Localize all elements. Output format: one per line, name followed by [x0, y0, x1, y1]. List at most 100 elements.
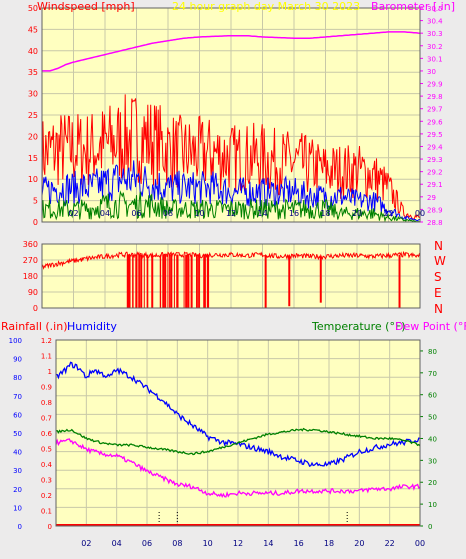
temp-x-tick-label: 00: [415, 539, 425, 548]
rainfall-axis-label: Rainfall (.in): [1, 320, 68, 333]
wind-average-line: [41, 160, 420, 222]
wind-low-line: [41, 190, 421, 223]
temp-ticks: 010203040506070809010000.10.20.30.40.50.…: [9, 337, 437, 548]
wind-series: [41, 31, 421, 223]
temp-plot-frame: [55, 339, 421, 527]
windspeed-tick-label: 20: [28, 132, 38, 141]
windspeed-tick-label: 40: [28, 47, 38, 56]
humidity-tick-label: 0: [18, 523, 22, 531]
direction-tick-label: 360: [23, 240, 38, 249]
wind-x-tick-label: 12: [226, 209, 236, 218]
dewpoint-line: [55, 438, 421, 498]
temperature-axis-label: Temperature (°F): [311, 320, 406, 333]
temperature-line: [55, 427, 421, 456]
rainfall-tick-label: 0.2: [41, 492, 52, 500]
humidity-tick-label: 70: [13, 393, 22, 401]
rainfall-tick-label: 1.1: [41, 353, 52, 361]
rainfall-tick-label: 0: [48, 523, 52, 531]
direction-label-s: S: [434, 270, 442, 284]
wind-x-tick-label: 16: [289, 209, 299, 218]
barometer-axis-label: Barometer [.in]: [371, 0, 455, 13]
wind-x-tick-label: 10: [194, 209, 204, 218]
wind-ticks: 0 5 10 15 20 25 30 35 40 45 50 28.8 28.9 29 29.1 29.2 29…: [28, 4, 443, 227]
wind-x-tick-label: 06: [131, 209, 141, 218]
windspeed-tick-label: 35: [28, 68, 38, 77]
humidity-tick-label: 40: [13, 449, 22, 457]
barometer-tick-label: 28.9: [427, 206, 443, 214]
barometer-tick-label: 30.4: [427, 18, 443, 26]
barometer-tick-label: 30.2: [427, 43, 443, 51]
windspeed-tick-label: 10: [28, 175, 38, 184]
barometer-tick-label: 29.4: [427, 143, 443, 151]
direction-tick-label: 180: [23, 272, 38, 281]
wind-x-tick-label: 18: [320, 209, 330, 218]
direction-tick-label: 0: [33, 304, 38, 313]
wind-x-tick-label: 20: [352, 209, 362, 218]
windspeed-tick-label: 30: [28, 90, 38, 99]
wind-x-tick-label: 04: [100, 209, 110, 218]
windspeed-tick-label: 0: [33, 218, 38, 227]
temp-series: [55, 361, 421, 526]
temperature-tick-label: 30: [428, 457, 437, 465]
windspeed-axis-label: Windspeed [mph]: [37, 0, 135, 13]
temp-x-tick-label: 04: [112, 539, 122, 548]
humidity-tick-label: 30: [13, 467, 22, 475]
barometer-tick-label: 29.5: [427, 131, 443, 139]
barometer-tick-label: 29.1: [427, 181, 443, 189]
temp-x-tick-label: 10: [203, 539, 213, 548]
temperature-tick-label: 40: [428, 435, 437, 443]
temp-x-tick-label: 12: [233, 539, 243, 548]
rainfall-tick-label: 0.3: [41, 477, 52, 485]
temp-x-tick-label: 22: [385, 539, 395, 548]
humidity-tick-label: 90: [13, 356, 22, 364]
temperature-tick-label: 50: [428, 414, 437, 422]
barometer-tick-label: 30.1: [427, 55, 443, 63]
rainfall-tick-label: 0.9: [41, 384, 52, 392]
humidity-tick-label: 10: [13, 504, 22, 512]
temperature-tick-label: 60: [428, 392, 437, 400]
direction-label-n-top: N: [434, 239, 443, 253]
wind-plot-frame: [41, 7, 421, 223]
temperature-tick-label: 70: [428, 370, 437, 378]
temp-x-tick-label: 06: [142, 539, 152, 548]
rainfall-tick-label: 0.4: [41, 461, 53, 469]
temp-x-tick-label: 20: [354, 539, 364, 548]
windspeed-tick-label: 45: [28, 25, 38, 34]
windspeed-tick-label: 5: [33, 197, 38, 206]
wind-direction-line: [41, 250, 421, 270]
direction-label-n-bottom: N: [434, 302, 443, 316]
direction-tick-label: 270: [23, 256, 38, 265]
rainfall-tick-label: 1: [48, 368, 52, 376]
humidity-tick-label: 100: [9, 337, 22, 345]
temp-x-tick-label: 02: [81, 539, 91, 548]
rainfall-tick-label: 0.8: [41, 399, 52, 407]
wind-x-tick-label: 22: [383, 209, 393, 218]
humidity-tick-label: 60: [13, 411, 22, 419]
humidity-tick-label: 80: [13, 374, 22, 382]
windspeed-tick-label: 15: [28, 154, 38, 163]
direction-plot-frame: [41, 243, 421, 309]
barometer-tick-label: 28.8: [427, 219, 443, 227]
dewpoint-axis-label: Dew Point (°F): [395, 320, 466, 333]
temperature-tick-label: 10: [428, 501, 437, 509]
temperature-tick-label: 80: [428, 348, 437, 356]
wind-x-tick-label: 08: [163, 209, 173, 218]
windspeed-tick-label: 50: [28, 4, 38, 13]
barometer-line: [42, 31, 421, 72]
barometer-tick-label: 30: [427, 68, 436, 76]
temp-x-tick-label: 08: [172, 539, 182, 548]
direction-series: [41, 250, 421, 308]
rainfall-tick-label: 0.6: [41, 430, 53, 438]
barometer-tick-label: 29.7: [427, 106, 443, 114]
temp-x-tick-label: 18: [324, 539, 334, 548]
temp-x-tick-label: 16: [294, 539, 304, 548]
barometer-tick-label: 29.9: [427, 81, 443, 89]
rainfall-tick-label: 0.1: [41, 508, 52, 516]
barometer-tick-label: 29.3: [427, 156, 443, 164]
wind-x-tick-label: 14: [257, 209, 267, 218]
humidity-tick-label: 20: [13, 486, 22, 494]
barometer-tick-label: 30.5: [427, 5, 443, 13]
direction-tick-label: 90: [28, 288, 38, 297]
